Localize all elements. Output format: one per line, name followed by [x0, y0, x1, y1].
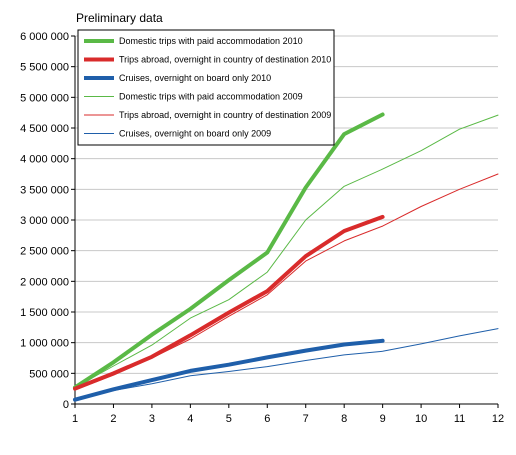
series-line-1 [73, 214, 385, 391]
x-tick-label: 4 [187, 413, 193, 425]
y-tick-label: 1 500 000 [20, 307, 69, 319]
y-tick-label: 5 000 000 [20, 92, 69, 104]
legend: Domestic trips with paid accommodation 2… [77, 29, 335, 146]
x-tick-label: 2 [110, 413, 116, 425]
series-line-3 [74, 114, 499, 388]
y-tick-label: 3 000 000 [20, 215, 69, 227]
axes [71, 35, 499, 408]
series-line-4 [74, 173, 499, 391]
y-tick-label: 6 000 000 [20, 31, 69, 43]
series-line-5 [74, 328, 499, 401]
x-tick-label: 12 [492, 413, 504, 425]
series-line-2 [73, 338, 385, 402]
x-tick-label: 6 [264, 413, 270, 425]
x-tick-label: 10 [415, 413, 427, 425]
legend-entry: Trips abroad, overnight in country of de… [119, 110, 331, 120]
x-tick-label: 1 [72, 413, 78, 425]
y-tick-label: 2 500 000 [20, 246, 69, 258]
x-tick-label: 3 [149, 413, 155, 425]
y-tick-label: 2 000 000 [20, 276, 69, 288]
x-tick-label: 7 [303, 413, 309, 425]
x-tick-label: 8 [341, 413, 347, 425]
legend-box [77, 29, 335, 146]
y-tick-label: 1 000 000 [20, 338, 69, 350]
x-tick-label: 9 [380, 413, 386, 425]
y-tick-label: 0 [63, 399, 69, 411]
legend-entry: Domestic trips with paid accommodation 2… [119, 92, 303, 102]
x-tick-label: 5 [226, 413, 232, 425]
legend-entry: Domestic trips with paid accommodation 2… [119, 36, 303, 46]
x-axis-tick-labels: 1 2 3 4 5 6 7 8 9 10 11 12 [72, 413, 504, 425]
y-tick-label: 3 500 000 [20, 184, 69, 196]
chart-subtitle: Preliminary data [76, 11, 163, 25]
y-tick-label: 4 500 000 [20, 123, 69, 135]
legend-entry: Cruises, overnight on board only 2010 [119, 73, 271, 83]
series-line-0 [73, 112, 385, 390]
x-tick-label: 11 [454, 413, 465, 425]
y-axis-tick-labels: 0 500 000 1 000 000 1 500 000 2 000 000 2 500… [20, 31, 69, 411]
y-tick-label: 5 500 000 [20, 62, 69, 74]
series-lines [73, 112, 499, 402]
legend-entry: Trips abroad, overnight in country of de… [119, 55, 331, 65]
y-tick-label: 4 000 000 [20, 154, 69, 166]
y-tick-label: 500 000 [29, 368, 69, 380]
legend-entry: Cruises, overnight on board only 2009 [119, 129, 271, 139]
